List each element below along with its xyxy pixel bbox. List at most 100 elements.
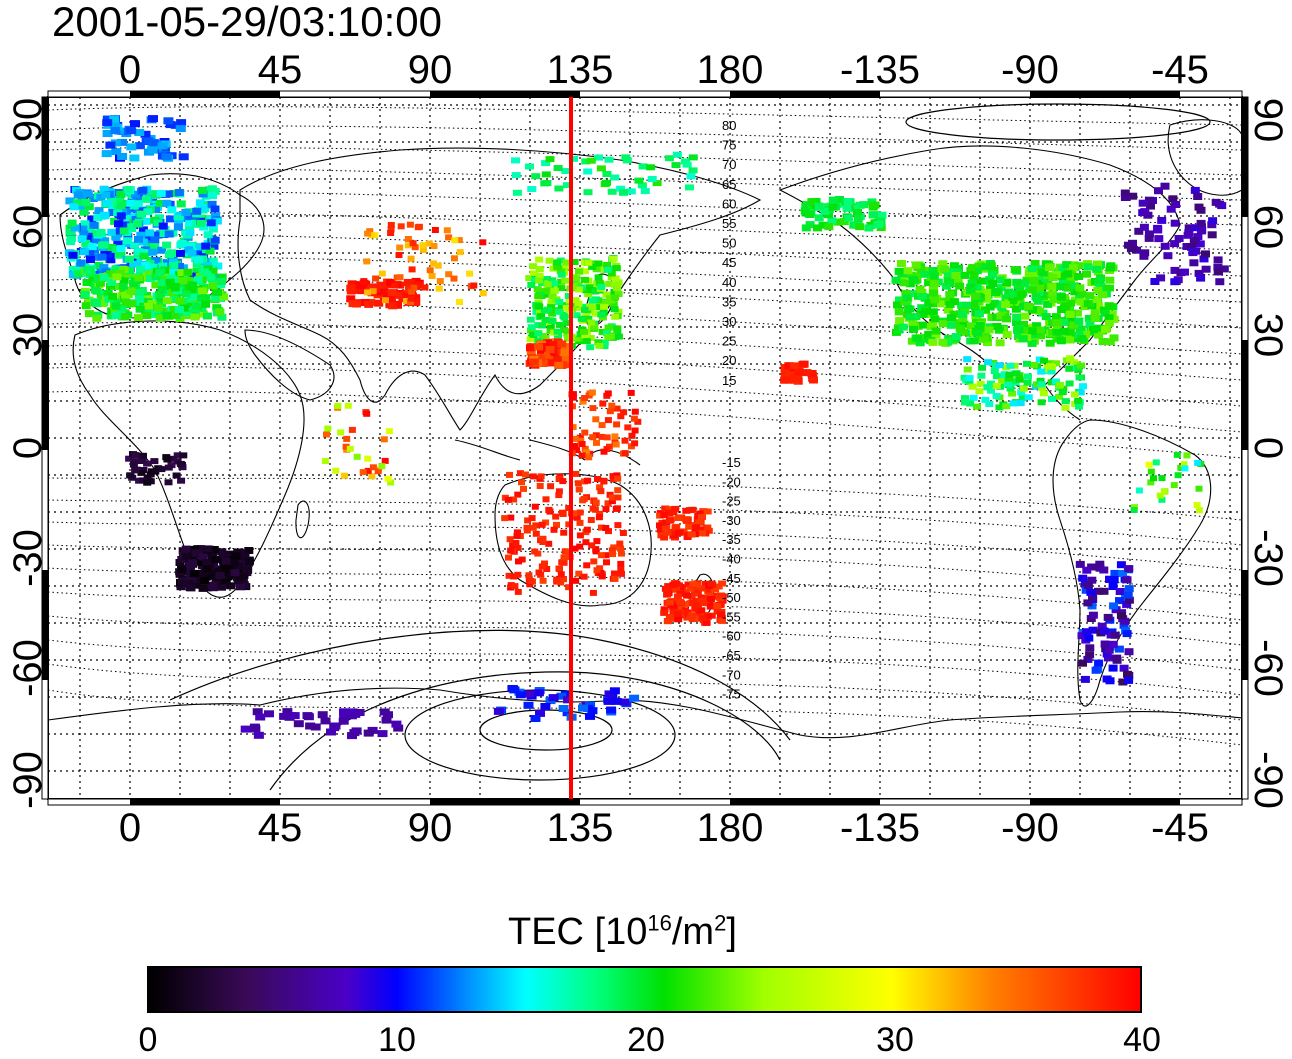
tec-point — [414, 224, 422, 231]
tec-point — [604, 500, 612, 507]
tec-point — [527, 186, 537, 192]
contour-label: 35 — [722, 294, 736, 309]
tec-point — [189, 570, 199, 577]
tec-point — [244, 558, 254, 566]
tec-point — [387, 289, 397, 297]
tec-point — [1094, 331, 1104, 339]
tec-point — [1018, 303, 1028, 311]
tec-point — [115, 269, 125, 277]
tec-point — [1174, 235, 1184, 242]
tec-point — [536, 354, 546, 362]
tec-point — [445, 271, 453, 278]
tec-point — [569, 394, 577, 401]
tec-point — [522, 471, 530, 478]
tec-point — [1019, 326, 1029, 334]
tec-point — [600, 343, 609, 350]
tec-point — [1116, 612, 1126, 620]
tec-point — [656, 512, 665, 519]
tec-point — [1077, 362, 1086, 369]
tec-point — [198, 190, 208, 198]
tec-point — [969, 301, 979, 309]
tec-point — [673, 593, 682, 600]
tec-point — [1065, 380, 1074, 387]
tec-point — [169, 295, 179, 302]
tec-point — [1099, 587, 1109, 595]
tec-point — [391, 720, 402, 728]
lon-tick-bottom-0: 0 — [118, 806, 142, 850]
tec-point — [877, 211, 887, 219]
tec-point — [91, 236, 101, 244]
tec-point — [243, 566, 253, 574]
tec-point — [1098, 291, 1108, 299]
contour-label: 80 — [722, 118, 736, 133]
tec-point — [431, 227, 439, 233]
tec-point — [873, 221, 883, 229]
tec-point — [569, 513, 577, 520]
tec-point — [929, 272, 939, 280]
tec-point — [572, 275, 581, 282]
tec-point — [594, 339, 603, 346]
tec-point — [582, 539, 590, 546]
tec-point — [172, 472, 181, 479]
tec-point — [1145, 461, 1153, 468]
tec-point — [183, 308, 193, 316]
tec-point — [183, 276, 193, 284]
tec-point — [135, 305, 145, 313]
tec-point — [1213, 256, 1223, 264]
tec-point — [202, 565, 212, 573]
tec-point — [961, 398, 970, 405]
lon-tick-top-1: 45 — [257, 48, 303, 92]
tec-point — [1180, 461, 1188, 468]
tec-point — [1076, 389, 1085, 396]
tec-point — [604, 156, 614, 163]
tec-point — [911, 313, 921, 321]
tec-point — [579, 398, 587, 405]
tec-point — [1217, 202, 1227, 210]
tec-point — [542, 496, 550, 503]
tec-point — [547, 299, 556, 306]
tec-point — [995, 362, 1004, 369]
tec-point — [356, 281, 366, 289]
tec-point — [518, 556, 526, 563]
tec-point — [572, 312, 581, 319]
tec-point — [143, 479, 152, 486]
tec-point — [123, 232, 133, 240]
tec-point — [155, 294, 165, 302]
tec-point — [1195, 240, 1205, 248]
lat-tick-left-6: -90 — [6, 751, 50, 809]
tec-point — [982, 295, 991, 303]
tec-point — [511, 583, 519, 590]
tec-point — [613, 472, 621, 479]
tec-point — [255, 713, 266, 721]
tec-point — [618, 570, 625, 577]
tec-point — [533, 689, 544, 697]
tec-point — [111, 265, 121, 273]
tec-point — [346, 284, 356, 292]
tec-point — [374, 299, 384, 307]
tec-point — [1201, 250, 1210, 258]
tec-point — [706, 603, 715, 610]
tec-point — [553, 521, 560, 528]
tec-point — [891, 276, 901, 284]
tec-point — [1002, 403, 1011, 410]
tec-point — [1118, 570, 1127, 577]
tec-point — [565, 549, 573, 556]
tec-point — [634, 177, 644, 184]
tec-point — [194, 256, 204, 264]
tec-point — [613, 285, 622, 292]
tec-point — [193, 276, 203, 284]
tec-point — [1108, 664, 1118, 672]
tec-point — [647, 176, 657, 182]
tec-point — [506, 471, 513, 478]
tec-point — [101, 191, 111, 199]
tec-point — [535, 709, 545, 717]
tec-point — [106, 312, 116, 320]
tec-point — [992, 393, 1001, 399]
tec-point — [613, 329, 622, 335]
tec-point — [1097, 622, 1107, 630]
tec-point — [113, 283, 123, 290]
tec-point — [543, 339, 552, 347]
tec-point — [669, 608, 678, 615]
tec-point — [134, 248, 144, 256]
tec-point — [1088, 626, 1098, 634]
